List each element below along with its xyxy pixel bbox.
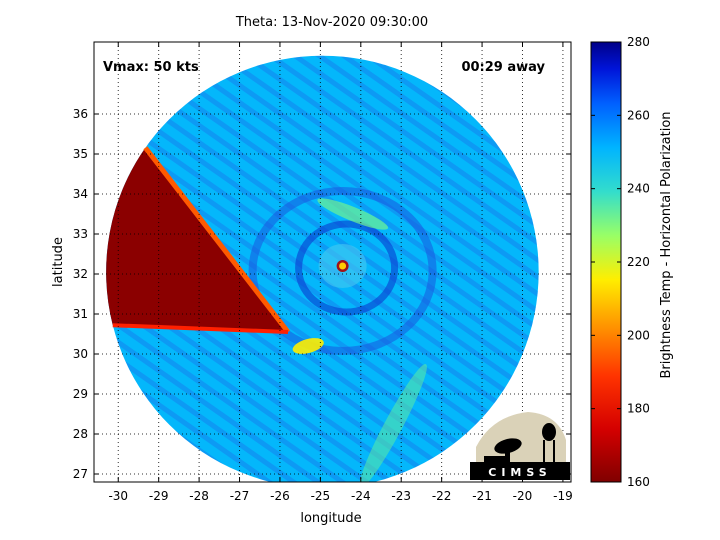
colorbar-tick-label: 280 bbox=[627, 35, 650, 49]
x-tick-label: -20 bbox=[513, 489, 533, 503]
spiral-band bbox=[248, 187, 437, 355]
x-axis-label: longitude bbox=[300, 511, 361, 526]
y-tick-label: 31 bbox=[73, 307, 88, 321]
eye-core bbox=[339, 262, 347, 270]
y-tick-label: 28 bbox=[73, 427, 88, 441]
y-axis-label: latitude bbox=[51, 237, 66, 287]
x-tick-label: -28 bbox=[189, 489, 209, 503]
wedge-edge-upper bbox=[143, 146, 291, 334]
colorbar-tick-label: 200 bbox=[627, 328, 650, 342]
logo-satellite-dish bbox=[494, 438, 522, 454]
cimss-logo: CIMSS bbox=[470, 412, 570, 480]
feature-warm-patch bbox=[292, 338, 324, 354]
x-tick-label: -24 bbox=[351, 489, 371, 503]
colorbar-label: Brightness Temp - Horizontal Polarizatio… bbox=[659, 111, 674, 378]
logo-text: CIMSS bbox=[488, 466, 551, 479]
x-tick-label: -26 bbox=[270, 489, 290, 503]
y-tick-label: 34 bbox=[73, 187, 88, 201]
colorbar-tick-label: 220 bbox=[627, 255, 650, 269]
time-away-annotation: 00:29 away bbox=[461, 60, 545, 75]
plot-area bbox=[94, 42, 571, 482]
colorbar-tick-label: 160 bbox=[627, 475, 650, 489]
feature-southern-rainband bbox=[359, 364, 427, 482]
logo-tower-leg-left bbox=[543, 440, 545, 462]
colorbar-tick-label: 260 bbox=[627, 108, 650, 122]
wedge-edge-lower bbox=[112, 323, 289, 334]
chart-title: Theta: 13-Nov-2020 09:30:00 bbox=[235, 15, 428, 30]
feature-warm-band bbox=[317, 198, 389, 230]
colorbar-tick-label: 180 bbox=[627, 402, 650, 416]
colorbar-tick-label: 240 bbox=[627, 182, 650, 196]
y-tick-label: 30 bbox=[73, 347, 88, 361]
logo-building bbox=[484, 456, 506, 464]
x-tick-label: -23 bbox=[391, 489, 411, 503]
vmax-annotation: Vmax: 50 kts bbox=[103, 60, 199, 75]
colorbar: 160 180 200 220 240 260 280 Brightness Temp - … bbox=[590, 35, 674, 489]
colorbar-gradient bbox=[590, 41, 622, 483]
logo-dish-mast bbox=[505, 450, 510, 462]
colorbar-ticks: 160 180 200 220 240 260 280 bbox=[591, 35, 650, 489]
x-tick-label: -30 bbox=[108, 489, 128, 503]
missing-data-wedge bbox=[106, 147, 289, 332]
radiometer-swath bbox=[106, 55, 539, 482]
logo-tower-leg-right bbox=[553, 440, 555, 462]
y-tick-label: 36 bbox=[73, 107, 88, 121]
y-tick-label: 27 bbox=[73, 467, 88, 481]
y-tick-label: 29 bbox=[73, 387, 88, 401]
x-tick-label: -29 bbox=[149, 489, 169, 503]
x-axis: -30 -29 -28 -27 -26 -25 -24 -23 -22 -21 -20 -19 bbox=[108, 42, 573, 503]
plot-frame bbox=[93, 41, 572, 483]
grid-lines bbox=[94, 42, 571, 482]
y-tick-label: 35 bbox=[73, 147, 88, 161]
logo-text-band bbox=[470, 462, 570, 480]
logo-water-tower bbox=[542, 423, 556, 441]
x-tick-label: -22 bbox=[432, 489, 452, 503]
x-tick-label: -25 bbox=[311, 489, 331, 503]
x-tick-label: -21 bbox=[472, 489, 492, 503]
y-tick-label: 32 bbox=[73, 267, 88, 281]
y-tick-label: 33 bbox=[73, 227, 88, 241]
inner-band bbox=[295, 220, 399, 316]
x-tick-label: -19 bbox=[553, 489, 573, 503]
y-axis: 27 28 29 30 31 32 33 34 35 36 bbox=[73, 107, 571, 481]
x-tick-label: -27 bbox=[230, 489, 250, 503]
